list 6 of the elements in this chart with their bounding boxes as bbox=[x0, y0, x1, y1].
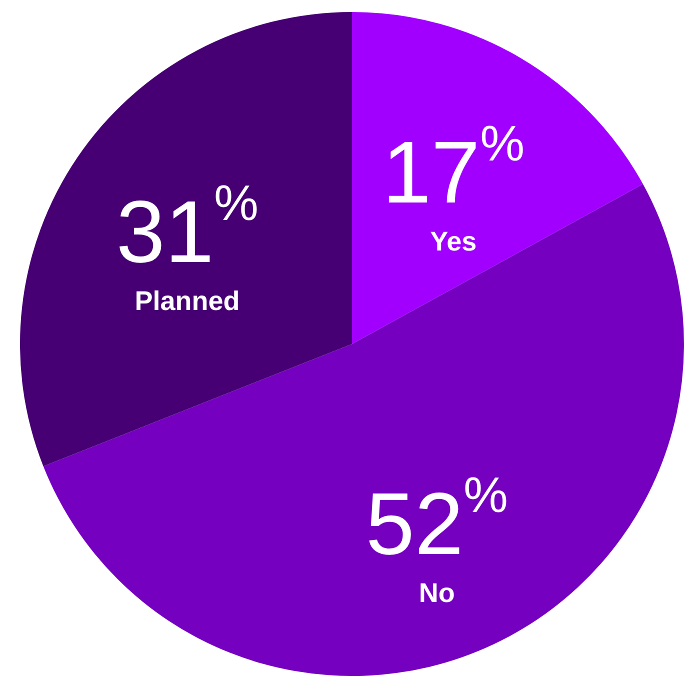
slice-label: No bbox=[418, 578, 455, 608]
data-label: 52% bbox=[366, 467, 508, 574]
data-label: 17% bbox=[382, 116, 525, 222]
data-label: 31% bbox=[116, 175, 258, 282]
slice-label: Yes bbox=[430, 226, 477, 257]
slice-label: Planned bbox=[134, 286, 240, 316]
